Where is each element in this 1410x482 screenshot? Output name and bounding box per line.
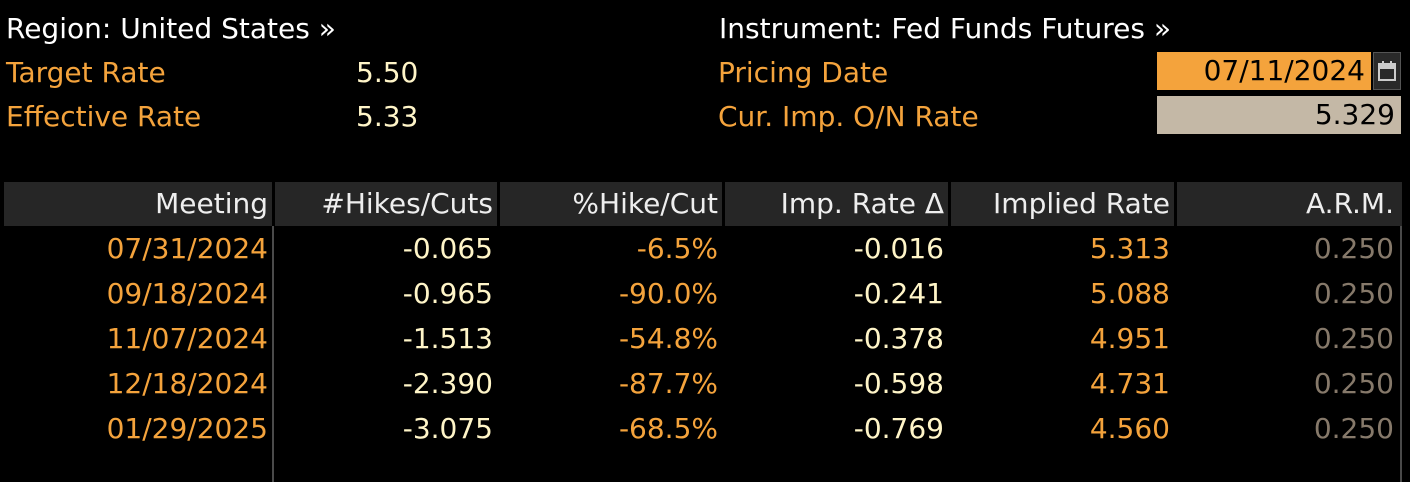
column-header-implied-rate[interactable]: Implied Rate — [993, 187, 1170, 220]
table-row[interactable]: 11/07/2024 -1.513 -54.8% -0.378 4.951 0.… — [4, 316, 1402, 361]
table-header: Meeting #Hikes/Cuts %Hike/Cut Imp. Rate … — [4, 182, 1402, 226]
region-selector[interactable]: Region: United States » — [6, 12, 336, 45]
column-header-imp-rate-delta[interactable]: Imp. Rate Δ — [780, 187, 944, 220]
table-row[interactable]: 12/18/2024 -2.390 -87.7% -0.598 4.731 0.… — [4, 361, 1402, 406]
implied-rate-cell: 4.560 — [1089, 412, 1170, 445]
pricing-date-label: Pricing Date — [718, 56, 889, 89]
arm-cell: 0.250 — [1313, 367, 1394, 400]
calendar-icon[interactable] — [1373, 52, 1401, 90]
imp-rate-delta-cell: -0.016 — [853, 232, 944, 265]
effective-rate-value: 5.33 — [356, 100, 419, 133]
header-divider — [722, 182, 725, 226]
hikes-cuts-cell: -0.065 — [402, 232, 493, 265]
pct-hike-cut-cell: -54.8% — [618, 322, 718, 355]
pct-hike-cut-cell: -87.7% — [618, 367, 718, 400]
column-header-meeting[interactable]: Meeting — [155, 187, 268, 220]
header-divider — [1174, 182, 1177, 226]
pct-hike-cut-cell: -6.5% — [636, 232, 718, 265]
arm-cell: 0.250 — [1313, 322, 1394, 355]
imp-rate-delta-cell: -0.241 — [853, 277, 944, 310]
table-row[interactable]: 07/31/2024 -0.065 -6.5% -0.016 5.313 0.2… — [4, 226, 1402, 271]
hikes-cuts-cell: -3.075 — [402, 412, 493, 445]
header-divider — [272, 182, 275, 226]
instrument-selector[interactable]: Instrument: Fed Funds Futures » — [719, 12, 1171, 45]
meeting-date-cell: 12/18/2024 — [106, 367, 268, 400]
pricing-date-field[interactable]: 07/11/2024 — [1157, 52, 1371, 90]
implied-rate-cell: 5.313 — [1089, 232, 1170, 265]
meeting-date-cell: 07/31/2024 — [106, 232, 268, 265]
hikes-cuts-cell: -0.965 — [402, 277, 493, 310]
target-rate-label: Target Rate — [6, 56, 166, 89]
pct-hike-cut-cell: -90.0% — [618, 277, 718, 310]
meeting-date-cell: 11/07/2024 — [106, 322, 268, 355]
pct-hike-cut-cell: -68.5% — [618, 412, 718, 445]
table-row[interactable]: 09/18/2024 -0.965 -90.0% -0.241 5.088 0.… — [4, 271, 1402, 316]
implied-rate-cell: 5.088 — [1089, 277, 1170, 310]
header-divider — [948, 182, 951, 226]
column-divider — [1400, 182, 1402, 482]
hikes-cuts-cell: -1.513 — [402, 322, 493, 355]
arm-cell: 0.250 — [1313, 412, 1394, 445]
implied-rate-cell: 4.951 — [1089, 322, 1170, 355]
cur-imp-rate-field: 5.329 — [1157, 96, 1401, 134]
effective-rate-label: Effective Rate — [6, 100, 202, 133]
column-divider — [272, 182, 274, 482]
column-header-pct-hike-cut[interactable]: %Hike/Cut — [572, 187, 718, 220]
target-rate-value: 5.50 — [356, 56, 419, 89]
table-row[interactable]: 01/29/2025 -3.075 -68.5% -0.769 4.560 0.… — [4, 406, 1402, 451]
arm-cell: 0.250 — [1313, 232, 1394, 265]
cur-imp-rate-label: Cur. Imp. O/N Rate — [718, 100, 979, 133]
arm-cell: 0.250 — [1313, 277, 1394, 310]
implied-rate-cell: 4.731 — [1089, 367, 1170, 400]
column-header-hikes-cuts[interactable]: #Hikes/Cuts — [321, 187, 493, 220]
rate-probability-table: Meeting #Hikes/Cuts %Hike/Cut Imp. Rate … — [4, 182, 1402, 482]
header-divider — [497, 182, 500, 226]
column-header-arm[interactable]: A.R.M. — [1306, 187, 1394, 220]
imp-rate-delta-cell: -0.378 — [853, 322, 944, 355]
meeting-date-cell: 09/18/2024 — [106, 277, 268, 310]
hikes-cuts-cell: -2.390 — [402, 367, 493, 400]
meeting-date-cell: 01/29/2025 — [106, 412, 268, 445]
imp-rate-delta-cell: -0.769 — [853, 412, 944, 445]
imp-rate-delta-cell: -0.598 — [853, 367, 944, 400]
